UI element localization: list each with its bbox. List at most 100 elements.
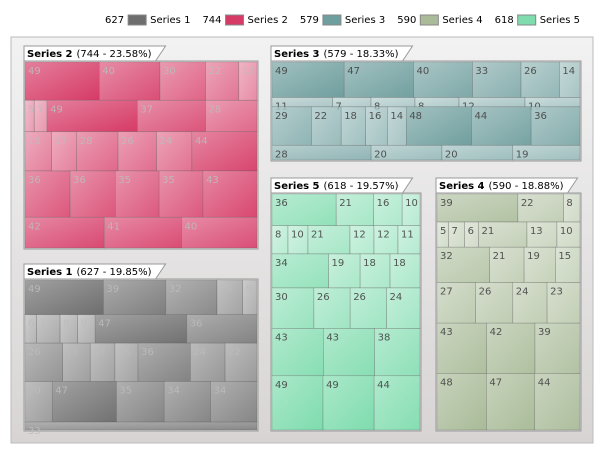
treemap-cell: 19 — [512, 144, 581, 161]
cell-label: 28 — [208, 104, 221, 115]
treemap-cell: 6 — [24, 314, 37, 344]
cell-label: 22 — [208, 66, 221, 77]
legend-total: 579 — [300, 15, 319, 26]
cell-label: 30 — [275, 292, 288, 303]
treemap-cell: 13 — [526, 221, 558, 248]
treemap-cell: 8 — [563, 193, 581, 223]
cell-label: 17 — [93, 347, 106, 358]
cell-label: 18 — [393, 258, 406, 269]
treemap-cell: 17 — [51, 131, 78, 172]
cell-label: 43 — [440, 327, 453, 338]
treemap-cell: 43 — [202, 170, 258, 218]
cell-label: 22 — [228, 347, 241, 358]
treemap-cell: 49 — [271, 375, 324, 431]
treemap-cell: 37 — [137, 99, 206, 133]
treemap-cell: 26 — [349, 287, 387, 329]
panel-title: Series 5 (618 - 19.57%) — [274, 181, 399, 192]
treemap-cell: 22 — [224, 342, 258, 382]
panel-series-name: Series 1 — [27, 267, 73, 278]
cell-label: 24 — [193, 347, 206, 358]
treemap-cell: 36 — [137, 342, 191, 382]
treemap-cell: 24 — [156, 131, 193, 172]
treemap-cell: 34 — [163, 381, 211, 423]
treemap-cell: 19 — [328, 253, 361, 289]
cell-label: 39 — [440, 198, 453, 209]
treemap-cell: 27 — [436, 282, 476, 324]
treemap-cell: 35 — [158, 170, 204, 218]
legend-swatch — [517, 14, 537, 26]
cell-label: 7 — [452, 226, 458, 237]
cell-label: 41 — [107, 221, 120, 232]
cell-label: 26 — [479, 287, 492, 298]
treemap-cell: 44 — [373, 375, 421, 431]
cell-label: 36 — [275, 198, 288, 209]
cell-label: 23 — [550, 287, 563, 298]
panel-title: Series 1 (627 - 19.85%) — [27, 267, 152, 278]
treemap-cell: 12 — [36, 314, 61, 344]
treemap-cell: 36 — [530, 106, 581, 146]
cell-label: 43 — [275, 332, 288, 343]
cell-label: 34 — [275, 258, 288, 269]
panels: 49 39 32 16 9 6 12 9 9 47 36 26 19 17 16 36 24 22 20 47 35 34… — [23, 45, 582, 437]
treemap-cell: 10 — [556, 221, 581, 248]
treemap-cell: 16 — [216, 279, 243, 315]
treemap-cell: 21 — [335, 193, 374, 226]
treemap-cell: 39 — [436, 193, 519, 223]
cell-label: 18 — [344, 111, 357, 122]
cell-label: 36 — [73, 175, 86, 186]
panel-title: Series 4 (590 - 18.88%) — [439, 181, 564, 192]
cell-label: 49 — [275, 380, 288, 391]
cell-label: 48 — [440, 378, 453, 389]
treemap-cell: 49 — [24, 279, 104, 315]
treemap-cell: 49 — [46, 99, 138, 133]
cell-label: 13 — [530, 226, 543, 237]
cell-label: 21 — [339, 198, 352, 209]
treemap-cell: 20 — [370, 144, 443, 161]
treemap-cell: 39 — [103, 279, 167, 315]
cell-label: 47 — [489, 378, 502, 389]
cell-label: 8 — [566, 198, 572, 209]
treemap-cell: 24 — [190, 342, 226, 382]
cell-label: 49 — [275, 66, 288, 77]
cell-label: 16 — [377, 198, 390, 209]
treemap-cell: 47 — [343, 61, 414, 98]
treemap-cell: 28 — [76, 131, 119, 172]
treemap-cell: 34 — [210, 381, 258, 423]
treemap-cell: 16 — [373, 193, 403, 226]
legend-swatch — [419, 14, 439, 26]
treemap-cell: 18 — [24, 131, 52, 172]
treemap-cell: 18 — [359, 253, 391, 289]
cell-label: 42 — [28, 221, 41, 232]
cell-label: 42 — [490, 327, 503, 338]
panel-series-name: Series 3 — [274, 49, 320, 60]
treemap-cell: 49 — [271, 61, 345, 98]
cell-label: 27 — [440, 287, 453, 298]
treemap-cell: 9 — [77, 314, 96, 344]
cell-label: 12 — [353, 230, 366, 241]
legend-swatch — [127, 14, 147, 26]
treemap-cell: 19 — [523, 246, 556, 283]
legend-label: Series 5 — [540, 15, 580, 26]
cell-label: 34 — [167, 385, 180, 396]
panel-series-total: (627 - 19.85%) — [77, 267, 152, 278]
treemap-panel: 49 39 32 16 9 6 12 9 9 47 36 26 19 17 16 36 24 22 20 47 35 34… — [23, 263, 259, 437]
cell-label: 35 — [118, 175, 131, 186]
treemap-cell: 42 — [486, 322, 536, 374]
treemap-cell: 38 — [374, 328, 421, 377]
cell-label: 43 — [326, 332, 339, 343]
treemap-cell: 7 — [33, 99, 48, 133]
treemap-cell: 15 — [555, 246, 581, 283]
cell-label: 34 — [214, 385, 227, 396]
cell-label: 5 — [28, 104, 34, 115]
treemap-cell: 24 — [386, 287, 421, 329]
cell-label: 9 — [63, 319, 69, 330]
treemap-cell: 40 — [181, 216, 258, 249]
treemap-cell: 30 — [159, 61, 206, 101]
treemap-cell: 28 — [271, 144, 372, 161]
treemap-cell: 19 — [62, 342, 91, 382]
treemap-cell: 36 — [186, 314, 258, 344]
treemap-cell: 36 — [69, 170, 116, 218]
cell-label: 21 — [482, 226, 495, 237]
cell-label: 17 — [55, 136, 68, 147]
